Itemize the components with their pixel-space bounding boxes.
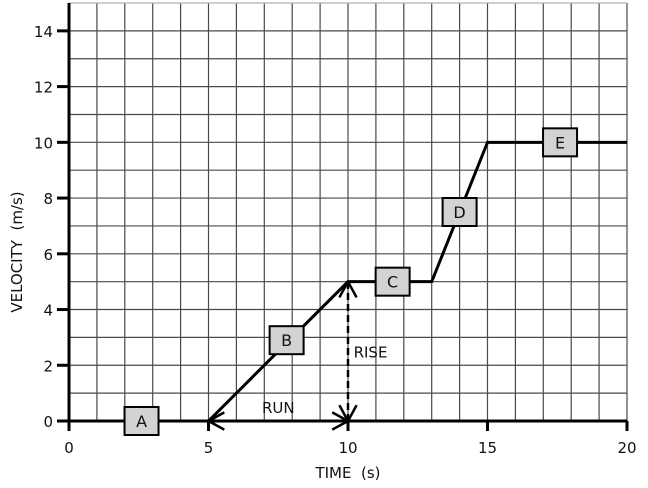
y-tick-label: 4 [43,302,53,320]
arrow-head-icon [207,411,225,423]
tick-labels: 0 5 10 15 20 0 2 4 6 8 10 12 14 [34,23,637,457]
arrow-head-icon [338,404,350,422]
segment-label-c: C [374,266,411,297]
grid-lines [68,2,628,422]
segment-label-b: B [268,325,305,356]
arrow-head-icon [331,411,349,423]
arrow-head-icon [207,419,225,431]
arrow-head-icon [338,281,350,299]
annotations: RUN RISE [207,281,388,431]
segment-label-a: A [123,406,160,436]
rise-label: RISE [354,343,388,361]
y-axis-label: VELOCITY (m/s) [8,191,26,312]
arrow-head-icon [346,404,358,422]
label-box [123,406,160,436]
label-box [268,325,305,356]
label-box [374,266,411,297]
y-tick-label: 6 [43,246,53,264]
x-tick-label: 5 [204,439,214,457]
x-tick-label: 15 [478,439,497,457]
x-tick-label: 20 [617,439,636,457]
x-axis-label: TIME (s) [314,464,380,482]
y-tick-label: 0 [43,413,53,431]
y-tick-label: 10 [34,134,53,152]
label-text: B [281,331,292,350]
segment-label-d: D [441,197,478,227]
y-tick-label: 2 [43,357,53,375]
segment-labels: A B C D E [123,127,579,436]
y-tick-label: 8 [43,190,53,208]
label-box [441,197,478,227]
arrow-head-icon [331,419,349,431]
label-text: D [453,203,465,222]
x-tick-label: 0 [64,439,74,457]
run-label: RUN [262,399,295,417]
y-tick-label: 12 [34,79,53,97]
x-tick-label: 10 [338,439,357,457]
label-box [542,127,579,158]
y-tick-label: 14 [34,23,53,41]
segment-label-e: E [542,127,579,158]
arrow-head-icon [346,281,358,299]
label-text: A [136,412,147,431]
label-text: E [555,133,565,152]
label-text: C [387,273,398,292]
